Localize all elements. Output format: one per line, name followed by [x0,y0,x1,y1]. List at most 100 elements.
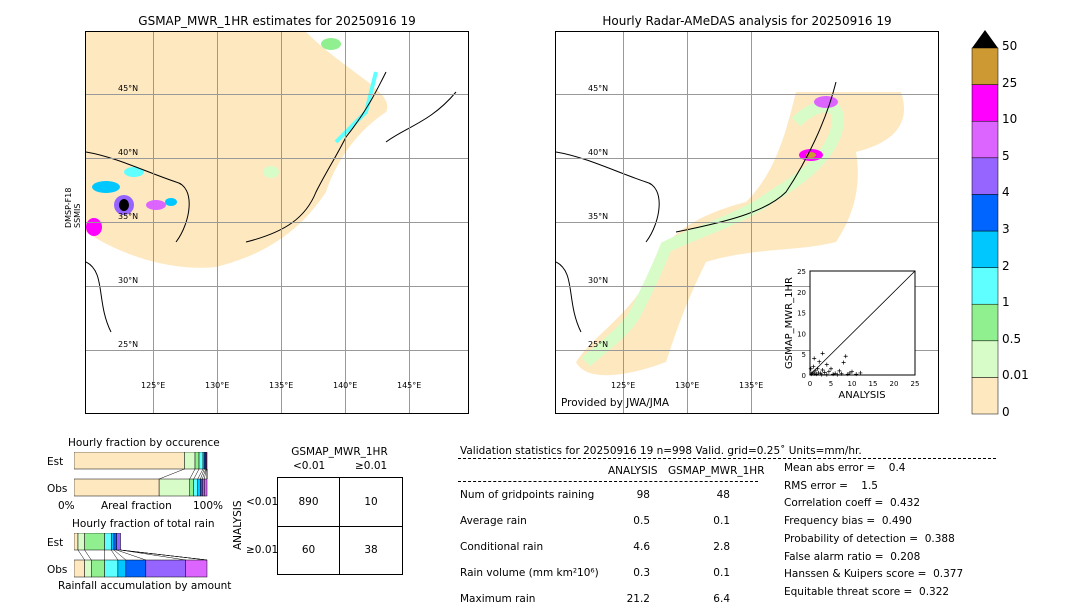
colorbar-extend [972,30,998,48]
obs-segment [158,478,190,497]
coastline [556,151,660,243]
areal-fraction-label: Areal fraction [101,500,172,512]
scatter-point [826,369,831,374]
scatter-point [829,366,833,371]
colorbar-label: 50 [1002,39,1018,53]
lon-label: 125°E [611,381,636,390]
scatter-point [854,372,859,377]
scatter-point [837,368,842,373]
scatter-point [817,359,822,364]
obs-segment [197,478,201,497]
colorbar-segment [971,303,999,342]
connector [111,549,119,561]
lat-label: 45°N [588,84,609,93]
gridline [153,32,154,413]
gridline [556,350,938,351]
row-header: <0.01 [246,496,279,508]
rain-cell-core [119,199,129,211]
connector [77,549,85,561]
scatter-point [850,369,854,374]
obs-segment [125,559,147,578]
right-map-title: Hourly Radar-AMeDAS analysis for 2025091… [602,14,892,28]
colorbar-label: 3 [1002,222,1010,236]
est-segment [74,452,185,470]
obs-segment [189,478,194,497]
coastline [556,261,582,333]
col-analysis: ANALYSIS [608,465,658,477]
connector [197,468,204,480]
gridline [556,94,938,95]
obs-label-2: Obs [47,564,68,576]
row-header: ≥0.01 [246,544,279,556]
obs-segment [193,478,198,497]
colorbar-label: 5 [1002,148,1010,163]
rain-cell [146,200,166,210]
scatter-point [810,370,815,375]
est-segment [194,452,200,470]
y-tick: 25 [797,268,806,276]
cell: 38 [364,544,378,556]
gridline [556,158,938,159]
scatter-point [820,351,825,356]
lon-label: 140°E [333,381,358,390]
connector [84,549,92,561]
colorbar-label: 4 [1002,185,1010,200]
col-header: <0.01 [293,460,326,472]
connector [193,468,200,480]
connector [202,468,206,480]
gridline [86,158,468,159]
scatter-ylabel: GSMAP_MWR_1HR [784,277,795,369]
scatter-point [815,366,820,371]
gridline [281,32,282,413]
stat-label: Num of gridpoints raining [460,489,595,501]
contingency-title: GSMAP_MWR_1HR [291,446,388,458]
est-segment [104,533,112,551]
connector [116,549,146,561]
coastline [245,71,387,243]
colorbar-segment [971,230,999,268]
gridline [556,222,938,223]
scatter-point [816,370,821,375]
score: RMS error = 1.5 [784,479,878,492]
y-tick: 10 [797,330,806,338]
est-segment [74,533,79,551]
rain-cell [124,167,144,177]
score: Probability of detection = 0.388 [784,532,955,545]
gridline [86,222,468,223]
x-tick: 25 [911,380,920,388]
gridline [86,286,468,287]
colorbar-segment [971,267,999,305]
stat-label: Conditional rain [460,541,544,553]
stat-analysis: 4.6 [633,541,650,553]
est-segment [184,452,196,470]
colorbar-label: 0.5 [1002,331,1022,346]
connector [113,549,127,561]
connector [200,468,205,480]
score: Mean abs error = 0.4 [784,462,906,474]
stat-gsmap: 6.4 [713,593,730,605]
obs-segment [91,559,105,578]
lat-label: 40°N [118,148,139,157]
obs-segment [74,478,160,497]
colorbar-segment [971,47,999,85]
scatter-point [822,370,827,375]
divider [458,481,758,482]
gridline [86,350,468,351]
colorbar-segment [971,157,999,195]
rain-cell [165,198,177,206]
tick-100: 100% [193,500,224,512]
colorbar-label: 10 [1002,112,1018,127]
accum-label: Rainfall accumulation by amount [58,580,232,592]
coastline [385,91,457,143]
lat-label: 25°N [118,340,139,349]
score: Hanssen & Kuipers score = 0.377 [784,568,964,581]
est-segment [198,452,204,470]
colorbar-label: 25 [1002,75,1018,90]
scatter-point [820,368,825,373]
stat-label: Average rain [460,515,527,527]
scatter-point [824,372,829,377]
rain-cell [92,181,120,193]
score: False alarm ratio = 0.208 [784,550,921,563]
obs-segment [74,559,85,578]
coastline [86,261,112,333]
